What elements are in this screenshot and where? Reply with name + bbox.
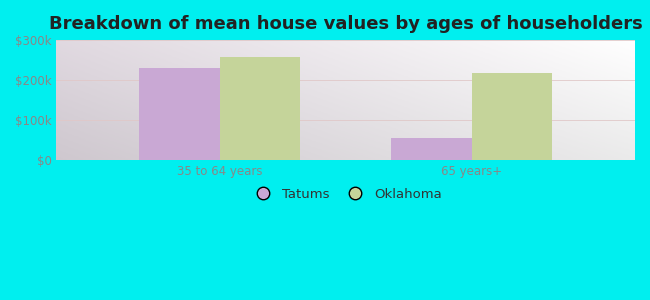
Bar	[471, 73, 552, 160]
Legend: Tatums, Oklahoma: Tatums, Oklahoma	[244, 182, 447, 206]
Bar	[220, 57, 300, 160]
Bar	[391, 138, 471, 160]
Bar	[140, 68, 220, 160]
Title: Breakdown of mean house values by ages of householders: Breakdown of mean house values by ages o…	[49, 15, 643, 33]
